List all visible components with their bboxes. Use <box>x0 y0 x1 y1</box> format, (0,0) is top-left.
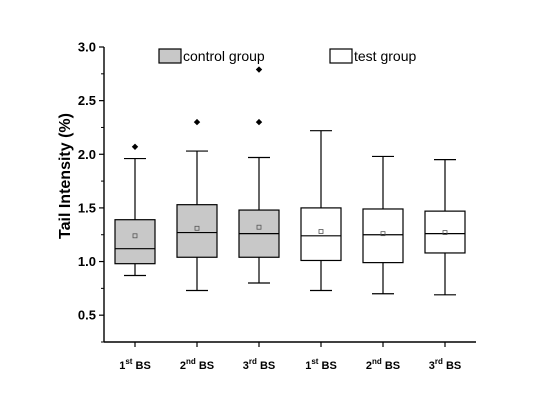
mean-marker <box>132 233 138 239</box>
outlier-point <box>255 118 263 126</box>
legend-swatch <box>158 48 182 64</box>
x-tick-ordinal-suffix: st <box>311 357 318 366</box>
outlier-point <box>131 143 139 150</box>
x-tick-label: 1st BS <box>305 357 337 372</box>
outlier-point <box>255 66 263 73</box>
y-tick-label: 2.0 <box>78 147 96 162</box>
x-tick-ordinal-suffix: rd <box>249 357 257 366</box>
x-tick-suffix: BS <box>443 360 461 372</box>
mean-marker <box>442 230 448 235</box>
legend-swatch <box>329 48 353 64</box>
box-iqr <box>114 219 156 265</box>
box-iqr <box>300 207 342 262</box>
box-iqr <box>362 208 404 264</box>
x-tick-number: 2 <box>180 360 186 372</box>
y-tick-label: 2.5 <box>78 93 96 108</box>
x-tick-label: 2nd BS <box>180 357 214 372</box>
x-tick-suffix: BS <box>382 360 400 372</box>
x-tick-ordinal-suffix: nd <box>372 357 382 366</box>
x-tick-ordinal-suffix: rd <box>435 357 443 366</box>
mean-marker <box>318 229 324 234</box>
x-tick-ordinal-suffix: st <box>125 357 132 366</box>
legend-label: test group <box>354 48 416 64</box>
x-tick-number: 2 <box>366 360 372 372</box>
x-tick-suffix: BS <box>257 360 275 372</box>
x-tick-number: 1 <box>305 360 311 372</box>
box-iqr <box>424 210 466 254</box>
y-axis-title: Tail Intensity (%) <box>57 113 74 239</box>
y-tick-label: 1.5 <box>78 200 96 215</box>
x-tick-number: 1 <box>119 360 125 372</box>
outlier-point <box>193 118 201 126</box>
x-tick-number: 3 <box>243 360 249 372</box>
y-tick-label: 0.5 <box>78 308 96 323</box>
x-tick-label: 1st BS <box>119 357 151 372</box>
x-tick-label: 2nd BS <box>366 357 400 372</box>
y-tick-label: 1.0 <box>78 254 96 269</box>
mean-marker <box>256 224 262 230</box>
x-tick-ordinal-suffix: nd <box>186 357 196 366</box>
box-iqr <box>176 204 218 258</box>
x-tick-suffix: BS <box>318 360 336 372</box>
x-tick-number: 3 <box>429 360 435 372</box>
x-tick-suffix: BS <box>196 360 214 372</box>
x-tick-label: 3rd BS <box>429 357 461 372</box>
y-tick-label: 3.0 <box>78 40 96 55</box>
mean-marker <box>194 225 200 231</box>
mean-marker <box>380 231 386 237</box>
x-tick-suffix: BS <box>132 360 150 372</box>
x-tick-label: 3rd BS <box>243 357 275 372</box>
legend-label: control group <box>183 48 265 64</box>
